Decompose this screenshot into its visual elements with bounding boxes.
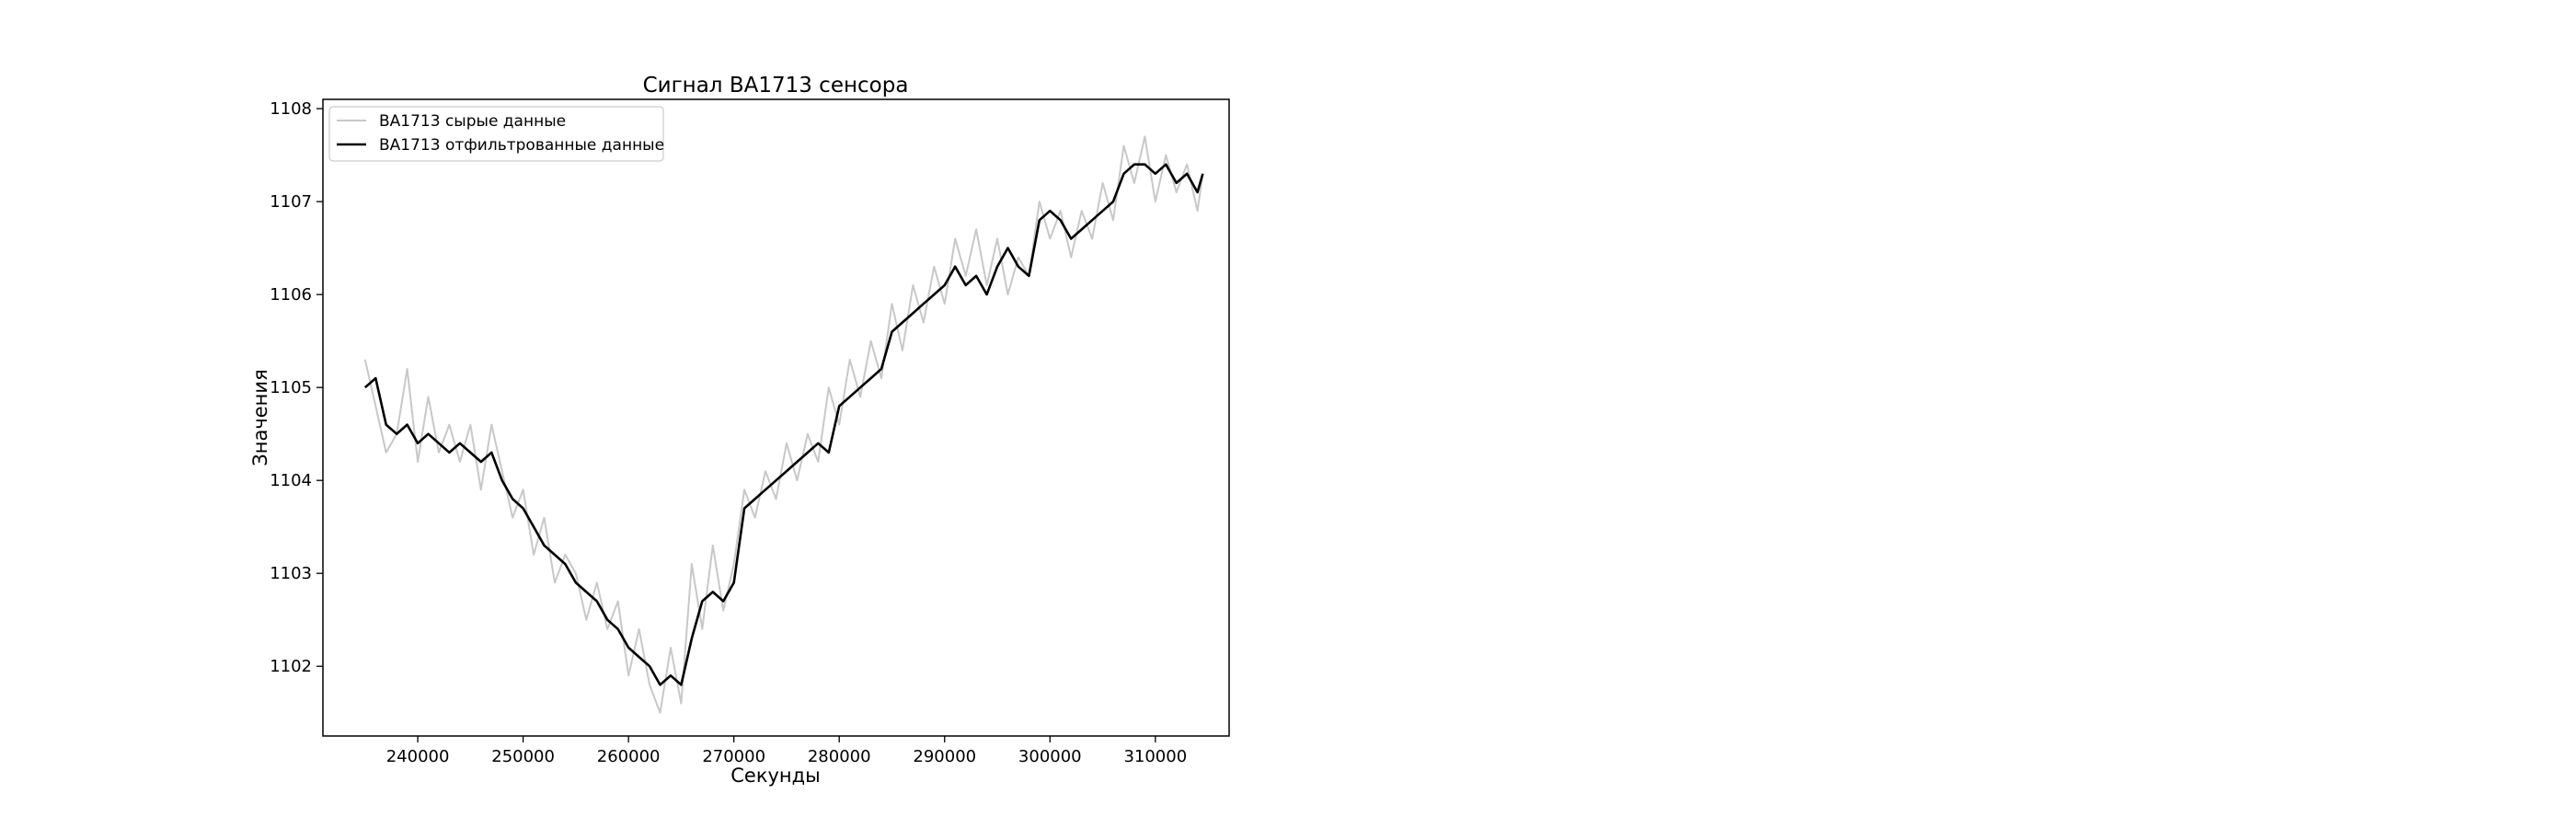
x-tick-label: 290000 [913, 747, 976, 766]
x-tick-label: 270000 [702, 747, 765, 766]
legend-label-raw: BA1713 сырые данные [379, 112, 566, 131]
y-tick-label: 1105 [270, 378, 312, 397]
series-line-raw [363, 135, 1204, 714]
chart-title: Сигнал BA1713 сенсора [643, 74, 909, 98]
x-tick-label: 280000 [808, 747, 871, 766]
series-layer [363, 135, 1204, 714]
y-axis-title: Значения [249, 369, 271, 466]
x-tick-label: 310000 [1123, 747, 1187, 766]
x-axis-title: Секунды [730, 765, 821, 787]
x-axis: 240000 250000 260000 270000 280000 290000 3000… [386, 736, 1187, 766]
x-tick-label: 250000 [491, 747, 555, 766]
plot-frame [322, 98, 1230, 737]
x-tick-label: 240000 [386, 747, 450, 766]
y-tick-label: 1103 [270, 564, 312, 583]
y-tick-label: 1106 [270, 285, 312, 305]
x-tick-label: 300000 [1018, 747, 1082, 766]
legend-box [328, 106, 664, 162]
series-line-filtered [363, 163, 1204, 686]
y-tick-label: 1104 [270, 471, 312, 490]
x-tick-label: 260000 [597, 747, 661, 766]
y-tick-label: 1108 [270, 99, 312, 119]
y-tick-label: 1102 [270, 657, 312, 676]
plot-area [322, 98, 1230, 737]
legend: BA1713 сырые данные BA1713 отфильтрованн… [328, 106, 664, 162]
y-tick-label: 1107 [270, 192, 312, 212]
legend-label-filtered: BA1713 отфильтрованные данные [379, 136, 664, 155]
y-axis: 1102 1103 1104 1105 1106 1107 1108 [270, 99, 323, 676]
